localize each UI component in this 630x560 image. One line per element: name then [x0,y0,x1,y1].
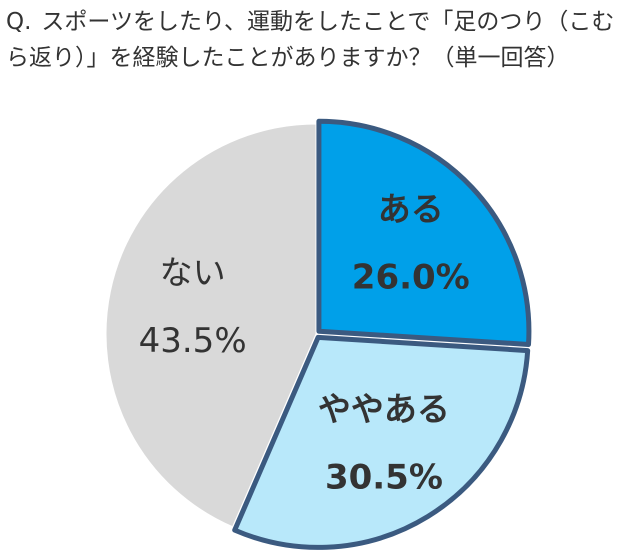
pie-emphasis-outlines [232,118,532,550]
pie-slice-2-label: ややある [318,389,450,428]
pie-labels: ある 26.0% ややある 30.5% ない 43.5% [139,190,470,498]
pie-slices [105,123,317,528]
pie-slice-1 [316,118,532,347]
question-text: Q. スポーツをしたり、運動をしたことで「足のつり（こむら返り）」を経験したことが… [6,4,626,76]
pie-slice-3-label: ない [160,253,226,292]
pie-slice-1-value: 26.0% [352,258,470,298]
pie-slice-1-label: ある [378,190,444,229]
pie-slice-2-value: 30.5% [325,457,443,497]
question-body: スポーツをしたり、運動をしたことで「足のつり（こむら返り）」を経験したことがあり… [6,9,615,71]
pie-slice-2 [232,334,531,550]
pie-slice-3-value: 43.5% [139,321,247,361]
question-prefix: Q. [6,9,32,35]
pie-slice-3 [105,123,317,528]
